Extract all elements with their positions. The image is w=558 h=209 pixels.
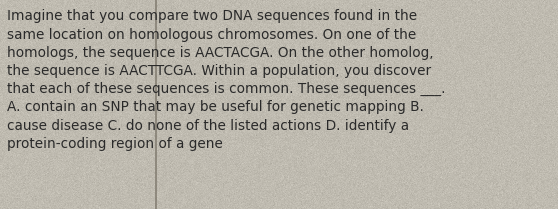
Text: Imagine that you compare two DNA sequences found in the
same location on homolog: Imagine that you compare two DNA sequenc… [7,9,445,151]
FancyBboxPatch shape [155,0,157,209]
